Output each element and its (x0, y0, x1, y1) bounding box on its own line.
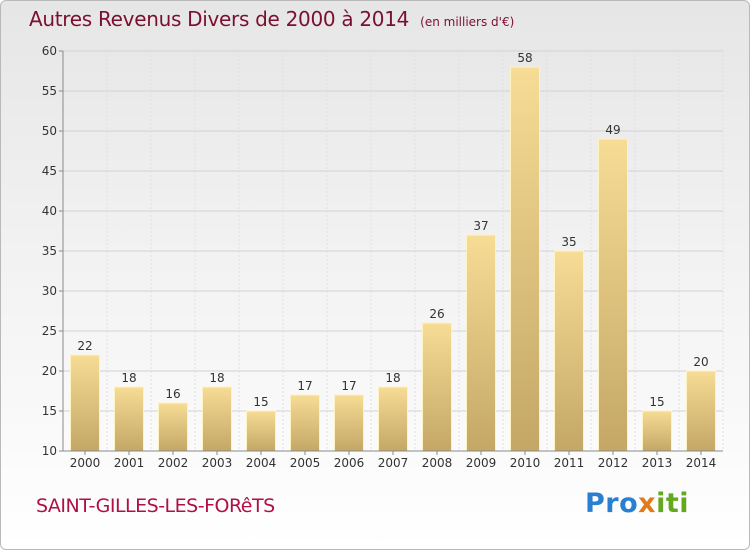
x-tick-label: 2005 (290, 456, 321, 470)
data-label: 16 (165, 387, 180, 401)
x-tick-label: 2001 (114, 456, 145, 470)
data-label: 15 (253, 395, 268, 409)
bar-2003 (202, 386, 232, 452)
bar-2011 (554, 250, 584, 452)
y-tick-label: 20 (42, 364, 57, 378)
x-tick-label: 2003 (202, 456, 233, 470)
data-label: 18 (209, 371, 224, 385)
x-tick-label: 2014 (686, 456, 717, 470)
bar-2010 (510, 66, 540, 452)
x-tick-label: 2009 (466, 456, 497, 470)
y-tick-label: 45 (42, 164, 57, 178)
x-tick-label: 2006 (334, 456, 365, 470)
y-tick-label: 40 (42, 204, 57, 218)
x-tick-label: 2002 (158, 456, 189, 470)
x-tick-label: 2007 (378, 456, 409, 470)
bar-2002 (158, 402, 188, 452)
bar-2013 (642, 410, 672, 452)
x-tick-label: 2012 (598, 456, 629, 470)
data-label: 18 (385, 371, 400, 385)
x-tick-label: 2004 (246, 456, 277, 470)
x-tick-label: 2008 (422, 456, 453, 470)
bar-2007 (378, 386, 408, 452)
proxiti-logo: Proxiti (585, 488, 689, 519)
bar-2001 (114, 386, 144, 452)
bar-2008 (422, 322, 452, 452)
x-tick-label: 2011 (554, 456, 585, 470)
bar-2012 (598, 138, 628, 452)
chart-title: Autres Revenus Divers de 2000 à 2014 (en… (29, 7, 514, 31)
y-tick-label: 25 (42, 324, 57, 338)
data-label: 49 (605, 123, 620, 137)
data-label: 17 (341, 379, 356, 393)
x-tick-label: 2010 (510, 456, 541, 470)
data-label: 18 (121, 371, 136, 385)
bar-2005 (290, 394, 320, 452)
bar-2006 (334, 394, 364, 452)
bar-2004 (246, 410, 276, 452)
y-tick-label: 55 (42, 84, 57, 98)
y-tick-label: 30 (42, 284, 57, 298)
chart-title-text: Autres Revenus Divers de 2000 à 2014 (29, 7, 410, 31)
y-tick-label: 50 (42, 124, 57, 138)
data-label: 15 (649, 395, 664, 409)
x-tick-label: 2013 (642, 456, 673, 470)
bar-2014 (686, 370, 716, 452)
data-label: 26 (429, 307, 444, 321)
chart-unit-note: (en milliers d'€) (420, 15, 515, 29)
x-tick-label: 2000 (70, 456, 101, 470)
y-tick-label: 15 (42, 404, 57, 418)
data-label: 17 (297, 379, 312, 393)
bar-2009 (466, 234, 496, 452)
data-label: 58 (517, 51, 532, 65)
y-tick-label: 60 (42, 44, 57, 58)
y-tick-label: 10 (42, 444, 57, 458)
y-tick-label: 35 (42, 244, 57, 258)
commune-name: SAINT-GILLES-LES-FORêTS (36, 495, 275, 517)
data-label: 22 (77, 339, 92, 353)
data-label: 20 (693, 355, 708, 369)
bar-2000 (70, 354, 100, 452)
data-label: 37 (473, 219, 488, 233)
data-label: 35 (561, 235, 576, 249)
